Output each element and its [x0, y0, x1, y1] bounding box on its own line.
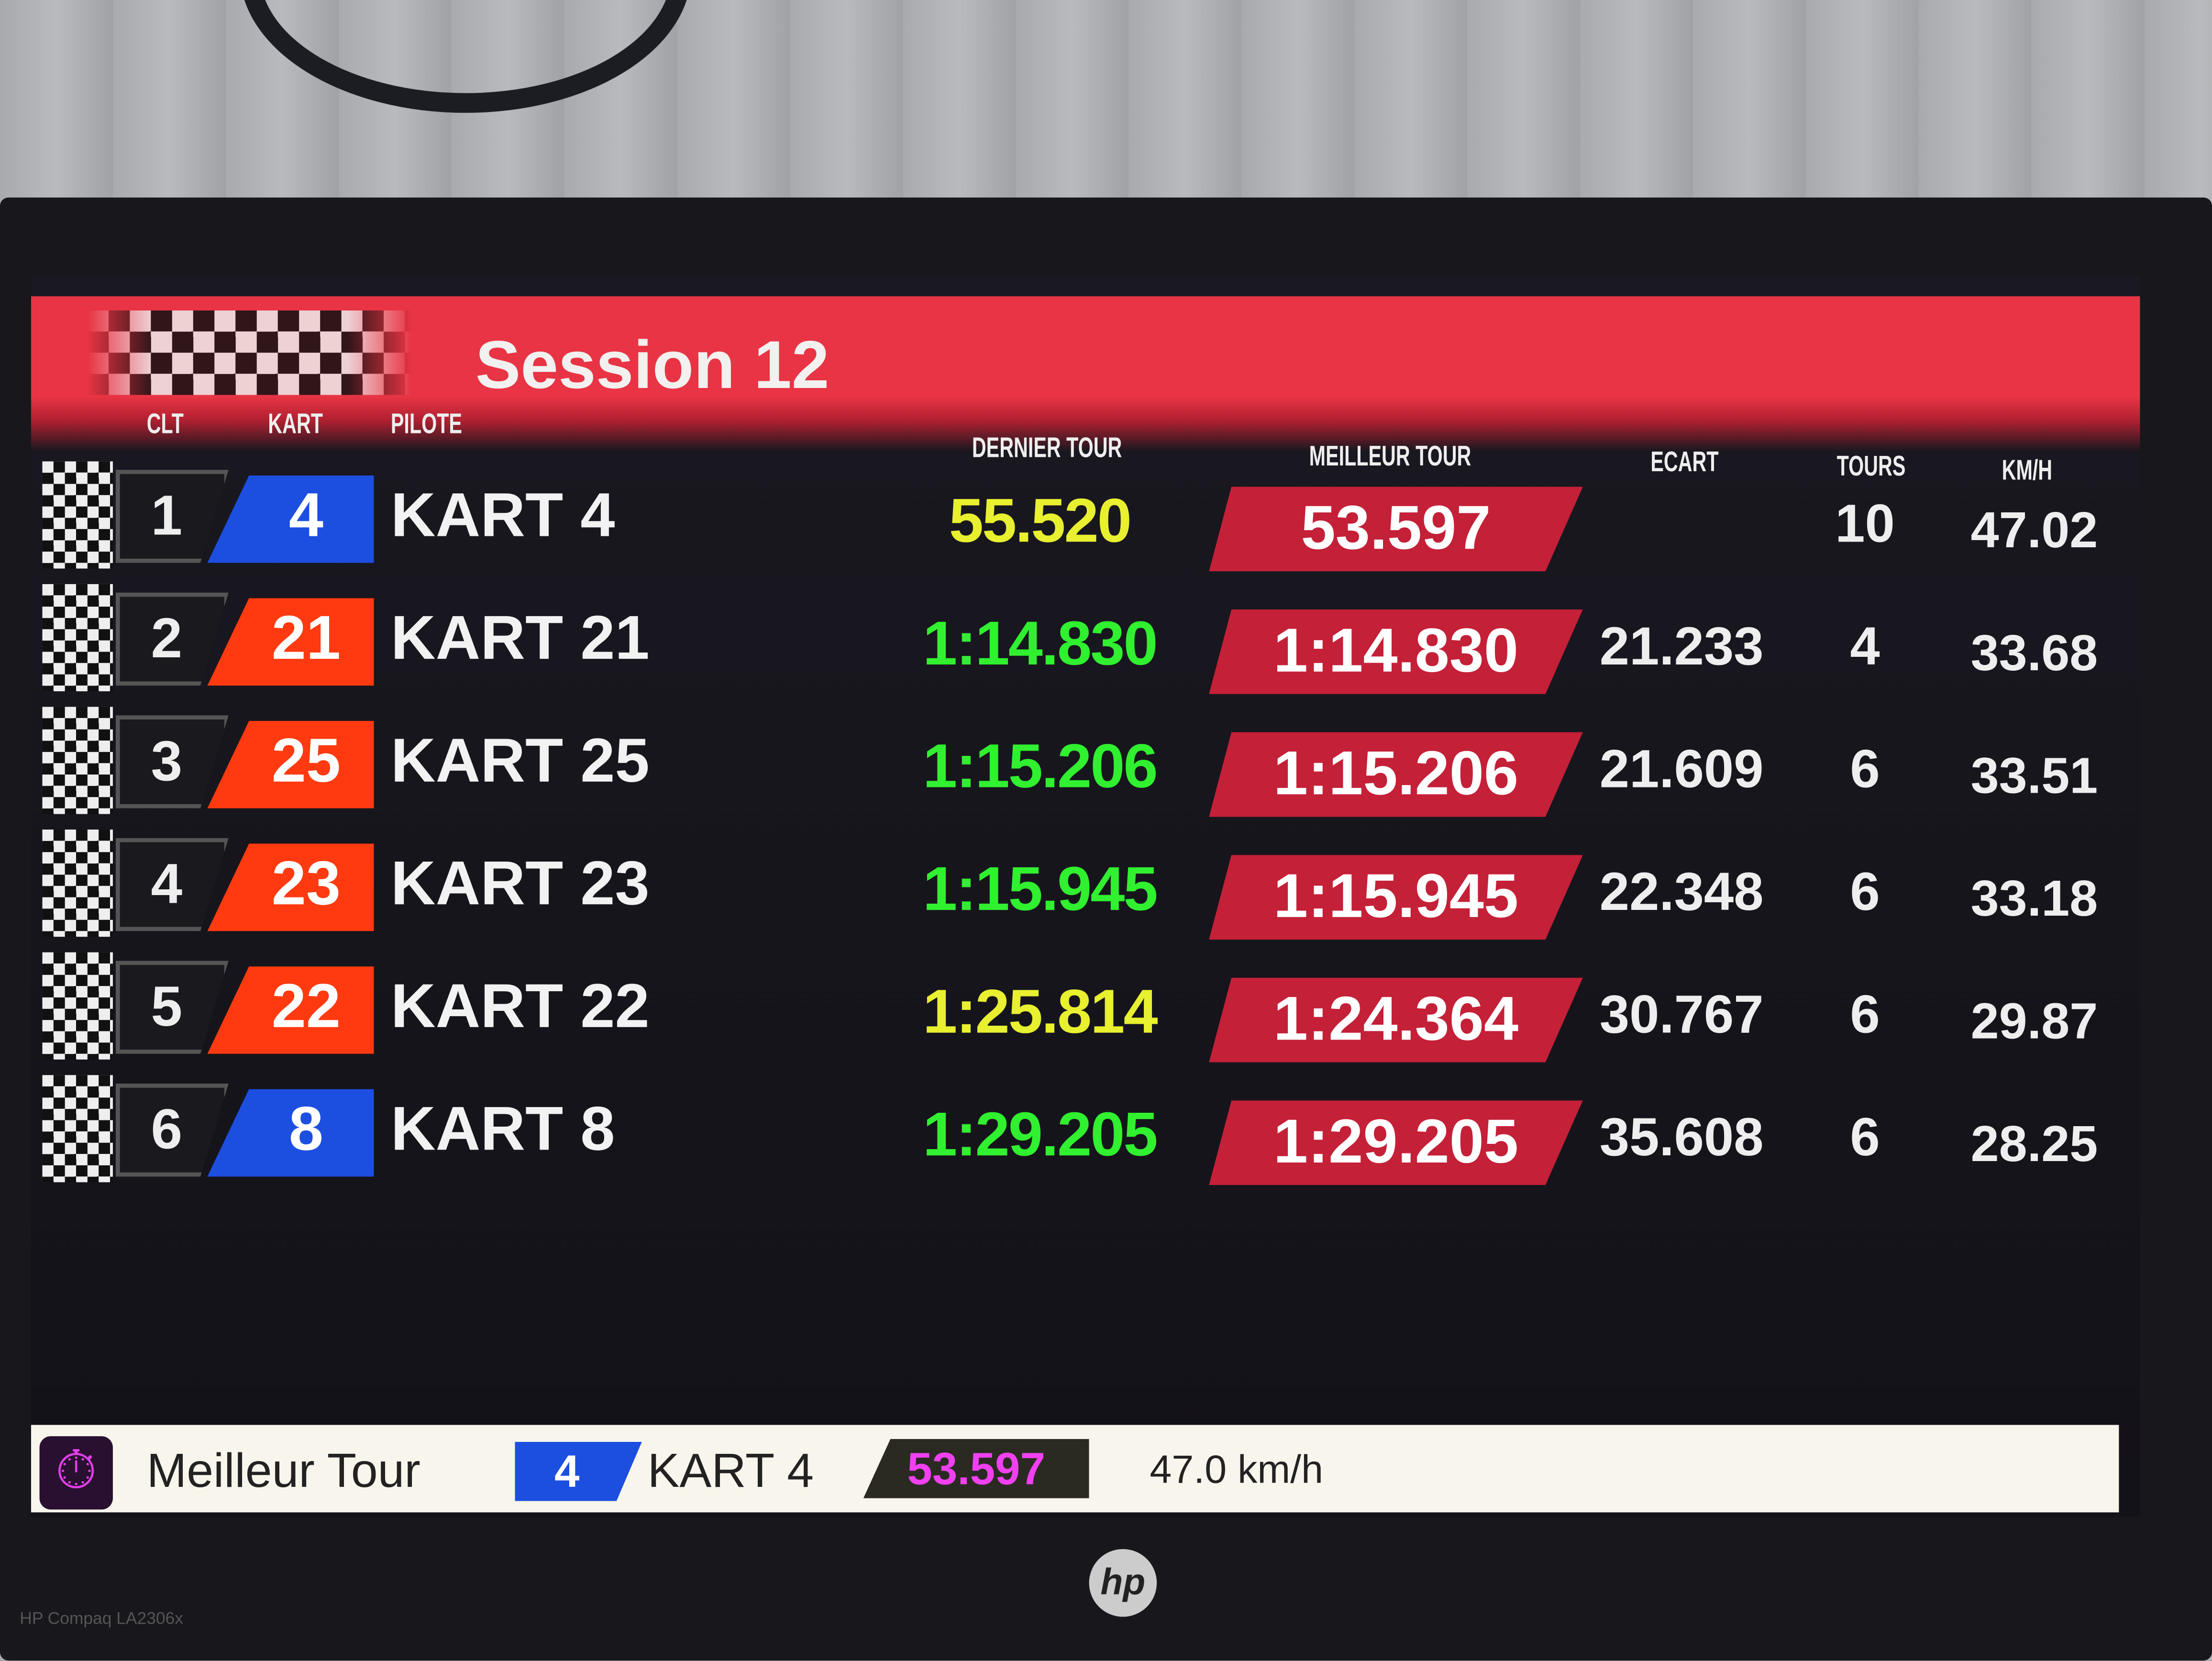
footer-kart-number: 4 — [515, 1441, 642, 1501]
col-ecart: ECART — [1650, 447, 1719, 478]
pilot-name: KART 25 — [390, 726, 650, 796]
best-lap: 1:15.206 — [1209, 732, 1583, 817]
speed-kmh: 28.25 — [1970, 1114, 2098, 1173]
last-lap: 1:29.205 — [923, 1100, 1158, 1170]
speed-kmh: 33.68 — [1970, 623, 2098, 682]
last-lap: 1:14.830 — [923, 609, 1158, 679]
gap: 22.348 — [1599, 863, 1764, 923]
pilot-name: KART 8 — [390, 1095, 615, 1164]
laps: 4 — [1850, 618, 1880, 677]
best-lap: 1:24.364 — [1209, 977, 1583, 1063]
col-pilote: PILOTE — [390, 409, 462, 441]
stopwatch-icon: ⏱ — [39, 1436, 113, 1510]
position: 5 — [115, 961, 229, 1054]
pilot-name: KART 21 — [390, 604, 650, 673]
best-lap: 1:14.830 — [1209, 609, 1583, 694]
footer-label: Meilleur Tour — [146, 1444, 420, 1498]
header-band: Session 12 — [31, 296, 2140, 452]
table-row: 3 25 KART 25 1:15.206 1:15.206 21.609 6 … — [31, 701, 2140, 817]
position: 1 — [115, 470, 229, 563]
col-meilleur-tour: MEILLEUR TOUR — [1309, 442, 1471, 473]
laps: 10 — [1835, 495, 1895, 554]
col-dernier-tour: DERNIER TOUR — [972, 433, 1122, 465]
table-row: 4 23 KART 23 1:15.945 1:15.945 22.348 6 … — [31, 824, 2140, 940]
checkered-flag-icon — [42, 461, 113, 569]
table-row: 1 4 KART 4 55.520 53.597 10 47.02 — [31, 456, 2140, 572]
gap: 21.609 — [1599, 741, 1764, 800]
position: 4 — [115, 838, 229, 931]
col-kart: KART — [268, 409, 323, 441]
last-lap: 55.520 — [949, 487, 1132, 556]
table-row: 6 8 KART 8 1:29.205 1:29.205 35.608 6 28… — [31, 1069, 2140, 1185]
gap: 21.233 — [1599, 618, 1764, 677]
footer-pilot: KART 4 — [647, 1444, 814, 1498]
session-title: Session 12 — [475, 329, 830, 404]
best-lap: 1:15.945 — [1209, 855, 1583, 940]
last-lap: 1:25.814 — [923, 977, 1158, 1047]
speed-kmh: 33.18 — [1970, 869, 2098, 927]
col-tours: TOURS — [1836, 451, 1906, 483]
hp-logo: hp — [1089, 1549, 1157, 1617]
col-clt: CLT — [146, 409, 184, 441]
pilot-name: KART 4 — [390, 481, 615, 551]
table-row: 2 21 KART 21 1:14.830 1:14.830 21.233 4 … — [31, 578, 2140, 694]
kart-number: 4 — [207, 475, 374, 563]
kart-number: 8 — [207, 1089, 374, 1177]
laps: 6 — [1850, 1108, 1880, 1168]
checkered-flag-icon — [42, 952, 113, 1060]
checkered-flag-icon — [42, 584, 113, 692]
checkered-flag-icon — [42, 830, 113, 937]
last-lap: 1:15.206 — [923, 732, 1158, 802]
pilot-name: KART 22 — [390, 972, 650, 1041]
speed-kmh: 47.02 — [1970, 500, 2098, 559]
gap: 30.767 — [1599, 986, 1764, 1046]
kart-number: 21 — [207, 598, 374, 686]
monitor-model: HP Compaq LA2306x — [20, 1608, 183, 1628]
best-lap-footer: ⏱ Meilleur Tour 4 KART 4 53.597 47.0 km/… — [31, 1425, 2119, 1513]
footer-speed: 47.0 km/h — [1150, 1447, 1324, 1492]
kart-number: 25 — [207, 720, 374, 808]
best-lap: 53.597 — [1209, 487, 1583, 572]
speed-kmh: 33.51 — [1970, 746, 2098, 804]
laps: 6 — [1850, 863, 1880, 923]
kart-number: 22 — [207, 966, 374, 1054]
kart-number: 23 — [207, 843, 374, 931]
gap: 35.608 — [1599, 1108, 1764, 1168]
timing-screen: Session 12 CLT KART PILOTE DERNIER TOUR … — [31, 275, 2140, 1517]
last-lap: 1:15.945 — [923, 855, 1158, 924]
pilot-name: KART 23 — [390, 849, 650, 919]
laps: 6 — [1850, 741, 1880, 800]
checkered-flag-icon — [42, 707, 113, 814]
laps: 6 — [1850, 986, 1880, 1046]
speed-kmh: 29.87 — [1970, 992, 2098, 1050]
col-kmh: KM/H — [2002, 455, 2053, 487]
position: 3 — [115, 715, 229, 808]
position: 6 — [115, 1083, 229, 1177]
cable — [240, 0, 692, 113]
checkered-flag-icon — [42, 1075, 113, 1183]
footer-best-time: 53.597 — [863, 1439, 1089, 1498]
checkered-flag-icon — [87, 310, 412, 395]
best-lap: 1:29.205 — [1209, 1100, 1583, 1185]
table-row: 5 22 KART 22 1:25.814 1:24.364 30.767 6 … — [31, 947, 2140, 1063]
position: 2 — [115, 592, 229, 686]
